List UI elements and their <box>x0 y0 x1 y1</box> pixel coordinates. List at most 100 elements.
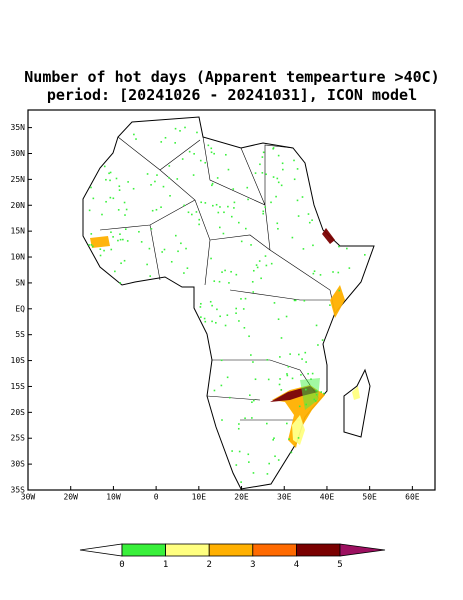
green-speck <box>210 151 213 154</box>
green-speck <box>254 378 257 381</box>
green-speck <box>220 359 223 362</box>
y-tick-label: 5N <box>15 278 25 287</box>
green-speck <box>314 400 317 402</box>
green-speck <box>276 177 279 180</box>
green-speck <box>169 194 171 197</box>
green-speck <box>315 393 318 396</box>
green-speck <box>275 195 277 198</box>
green-speck <box>252 269 255 272</box>
green-speck <box>312 244 314 247</box>
green-speck <box>232 188 235 190</box>
green-speck <box>177 250 179 253</box>
green-speck <box>252 472 255 474</box>
green-speck <box>109 179 111 182</box>
green-speck <box>170 260 173 263</box>
green-speck <box>346 247 348 250</box>
green-speck <box>221 271 223 273</box>
green-speck <box>260 277 262 280</box>
green-speck <box>277 227 279 230</box>
x-tick-label: 60E <box>405 493 420 502</box>
green-speck <box>183 204 185 207</box>
green-speck <box>212 204 214 207</box>
green-speck <box>90 244 93 246</box>
green-speck <box>120 262 122 265</box>
green-speck <box>305 388 307 391</box>
green-speck <box>117 239 119 242</box>
green-speck <box>217 211 220 214</box>
green-speck <box>243 327 246 329</box>
green-speck <box>317 344 319 346</box>
map-area: 30W 20W 10W 0 10E 20E 30E 40E 50E 60E 35N 30N 25N 20N… <box>11 109 436 502</box>
green-speck <box>124 214 126 216</box>
colorbar-label: 1 <box>163 560 168 570</box>
y-tick-label: 15N <box>11 227 26 236</box>
green-speck <box>272 147 274 150</box>
green-speck <box>215 203 218 206</box>
green-speck <box>146 263 148 266</box>
green-speck <box>251 401 253 404</box>
green-speck <box>118 189 121 191</box>
green-speck <box>280 337 283 339</box>
green-speck <box>266 422 268 425</box>
green-speck <box>240 481 242 483</box>
green-speck <box>210 257 212 260</box>
green-speck <box>90 186 92 189</box>
colorbar: 0 1 2 3 4 5 <box>79 543 386 570</box>
x-tick-label: 20E <box>234 493 249 502</box>
green-speck <box>242 308 245 310</box>
green-speck <box>203 317 206 320</box>
green-speck <box>216 308 218 311</box>
green-speck <box>115 177 118 180</box>
green-speck <box>223 211 225 214</box>
colorbar-box <box>295 543 341 557</box>
green-speck <box>160 206 162 208</box>
green-speck <box>114 270 116 273</box>
green-speck <box>219 206 221 208</box>
y-tick-label: 25N <box>11 175 26 184</box>
green-speck <box>148 247 151 250</box>
green-speck <box>247 453 250 456</box>
colorbar-box <box>208 543 254 557</box>
green-speck <box>301 196 304 198</box>
green-speck <box>233 201 236 204</box>
green-dots <box>88 126 366 483</box>
colorbar-box <box>165 543 210 557</box>
green-speck <box>210 147 213 150</box>
green-speck <box>135 138 137 140</box>
map-frame <box>27 109 436 491</box>
green-speck <box>250 244 252 246</box>
green-speck <box>288 438 290 440</box>
green-speck <box>332 271 334 273</box>
green-speck <box>198 223 200 226</box>
green-speck <box>235 307 237 310</box>
green-speck <box>108 172 110 175</box>
green-speck <box>315 324 318 327</box>
green-speck <box>195 211 198 213</box>
green-speck <box>261 156 264 158</box>
green-speck <box>174 234 177 237</box>
green-speck <box>238 423 240 425</box>
x-tick-label: 10E <box>192 493 207 502</box>
green-speck <box>313 398 316 401</box>
green-speck <box>119 238 122 241</box>
green-speck <box>110 248 113 251</box>
green-speck <box>235 464 238 466</box>
green-speck <box>103 165 106 168</box>
green-speck <box>176 178 179 180</box>
green-speck <box>231 450 233 452</box>
green-speck <box>259 163 261 166</box>
green-speck <box>266 473 269 475</box>
green-speck <box>213 280 216 282</box>
green-speck <box>312 272 315 275</box>
y-tick-label: 30N <box>11 149 26 158</box>
title-line: Number of hot days (Apparent tempearture… <box>24 68 439 86</box>
green-speck <box>310 378 312 380</box>
green-speck <box>363 254 366 256</box>
green-speck <box>211 304 213 307</box>
green-speck <box>213 389 216 392</box>
green-speck <box>277 318 280 321</box>
green-speck <box>285 315 288 318</box>
green-speck <box>133 133 135 136</box>
green-speck <box>238 320 240 322</box>
green-speck <box>291 236 294 239</box>
